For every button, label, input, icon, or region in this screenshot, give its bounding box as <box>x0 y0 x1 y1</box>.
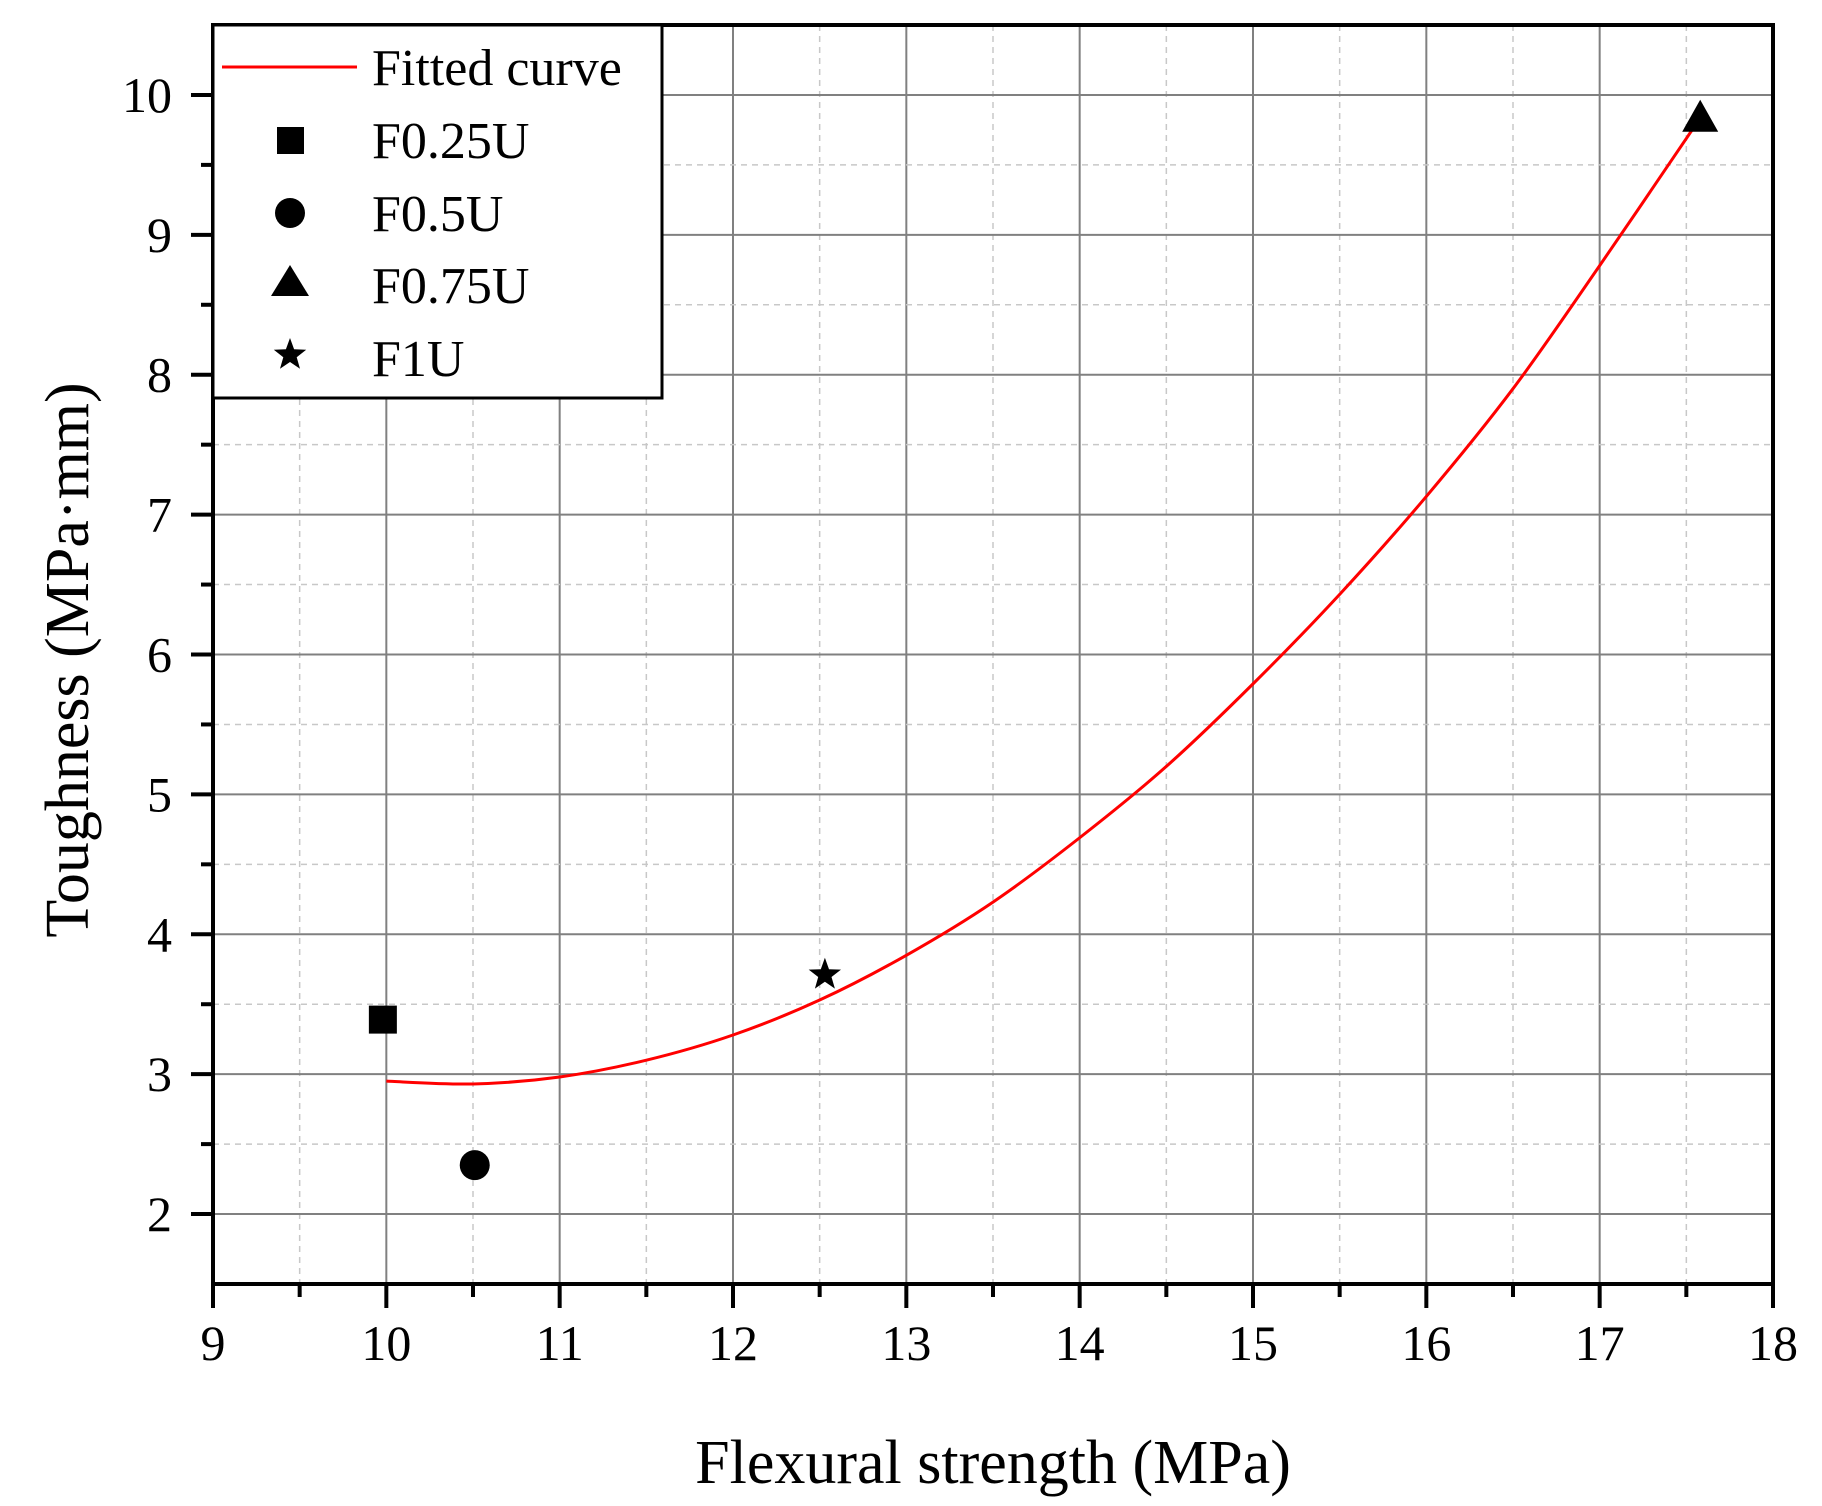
circle-marker-icon <box>459 1150 490 1181</box>
square-marker-icon <box>277 127 304 154</box>
legend-item-f075u: F0.75U <box>271 258 529 315</box>
x-tick-label: 13 <box>881 1315 931 1371</box>
y-tick-label: 3 <box>147 1046 172 1102</box>
legend-label: Fitted curve <box>372 40 622 97</box>
axis-ticks: 9 10 11 12 13 14 15 16 17 18 2 3 4 5 6 7 8 9 10 <box>122 67 1798 1371</box>
y-tick-label: 5 <box>147 766 172 822</box>
x-axis-title: Flexural strength (MPa) <box>695 1429 1291 1497</box>
star-marker-icon <box>273 338 307 369</box>
y-tick-label: 6 <box>147 627 172 683</box>
fitted-curve-line <box>386 124 1697 1086</box>
y-tick-label: 8 <box>147 347 172 403</box>
data-points <box>368 99 1719 1181</box>
y-tick-label: 9 <box>147 207 172 263</box>
circle-marker-icon <box>275 198 305 228</box>
x-tick-label: 11 <box>536 1315 584 1371</box>
legend-item-f1u: F1U <box>273 331 464 388</box>
y-tick-label: 10 <box>122 67 172 123</box>
legend-item-f05u: F0.5U <box>275 186 503 243</box>
legend: Fitted curve F0.25U F0.5U F0.75U F1U <box>211 23 664 400</box>
x-tick-label: 18 <box>1748 1315 1798 1371</box>
x-tick-label: 9 <box>201 1315 226 1371</box>
triangle-marker-icon <box>271 265 309 296</box>
square-marker-icon <box>368 1005 397 1034</box>
legend-label: F0.5U <box>372 186 503 243</box>
legend-label: F0.25U <box>372 113 529 170</box>
x-tick-label: 12 <box>708 1315 758 1371</box>
y-tick-label: 7 <box>147 487 172 543</box>
legend-label: F1U <box>372 331 464 388</box>
legend-label: F0.75U <box>372 258 529 315</box>
x-tick-label: 17 <box>1575 1315 1625 1371</box>
y-axis-title: Toughness (MPa·mm) <box>34 382 102 937</box>
y-tick-label: 4 <box>147 906 172 962</box>
legend-item-f025u: F0.25U <box>277 113 529 170</box>
y-tick-label: 2 <box>147 1186 172 1242</box>
legend-item-fitted-curve: Fitted curve <box>222 40 622 97</box>
x-tick-label: 10 <box>361 1315 411 1371</box>
x-tick-label: 14 <box>1055 1315 1105 1371</box>
x-tick-label: 16 <box>1401 1315 1451 1371</box>
star-marker-icon <box>808 957 841 989</box>
fitted-curve <box>386 124 1697 1086</box>
x-tick-label: 15 <box>1228 1315 1278 1371</box>
triangle-marker-icon <box>1682 99 1719 132</box>
